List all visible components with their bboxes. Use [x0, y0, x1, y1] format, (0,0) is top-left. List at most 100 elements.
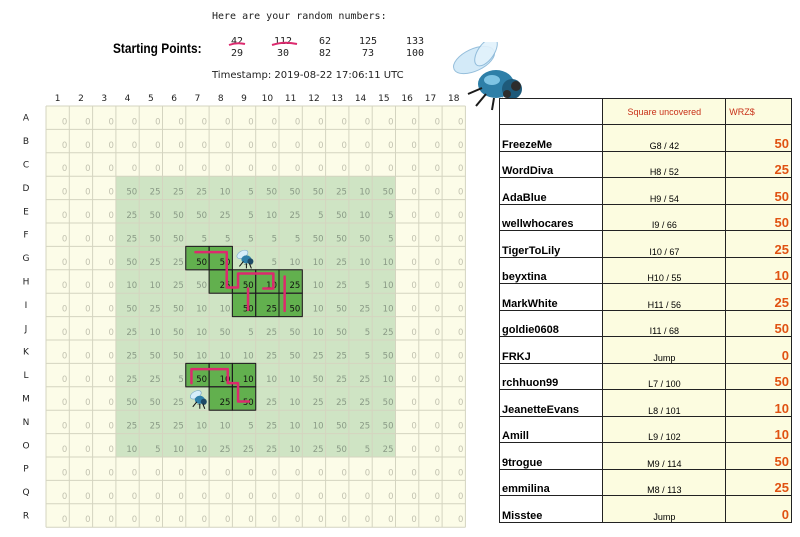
cell-value: 0: [225, 164, 230, 174]
cell-value: 0: [435, 211, 440, 221]
cell-value: 50: [196, 281, 207, 291]
starting-points-label: Starting Points:: [113, 40, 202, 56]
cell-value: 25: [173, 258, 184, 268]
results-row: FreezeMe G8 / 42 50: [498, 124, 792, 152]
cell-value: 50: [173, 211, 184, 221]
cell-value: 0: [365, 117, 370, 127]
uncovered-outline: [231, 386, 257, 411]
cell-value: 0: [435, 117, 440, 127]
cell-value: 0: [458, 164, 463, 174]
cell-value: 0: [85, 164, 90, 174]
random-number: 125: [359, 36, 378, 47]
cell-value: 0: [435, 422, 440, 432]
cell-value: 50: [150, 351, 161, 361]
cell-value: 0: [108, 351, 113, 361]
random-number: 29: [231, 48, 244, 59]
random-number: 42: [231, 36, 244, 47]
cell-value: 10: [313, 281, 324, 291]
cell-value: 50: [289, 188, 300, 198]
cell-value: 25: [220, 445, 231, 455]
cell-value: 0: [272, 492, 277, 502]
cell-value: 50: [383, 422, 394, 432]
amount-won: 10: [725, 389, 792, 417]
player-name: 9trogue: [498, 442, 604, 470]
cell-value: 50: [150, 211, 161, 221]
cell-value: 0: [435, 234, 440, 244]
results-row: Misstee Jump 0: [498, 495, 792, 523]
cell-value: 25: [336, 398, 347, 408]
cell-value: 0: [318, 515, 323, 525]
random-number: 133: [406, 36, 425, 47]
cell-value: 10: [220, 375, 231, 385]
cell-value: 0: [365, 468, 370, 478]
square-uncovered: L7 / 100: [602, 362, 727, 390]
cell-value: 25: [126, 422, 137, 432]
cell-value: 0: [202, 515, 207, 525]
cell-value: 0: [411, 305, 416, 315]
cell-value: 25: [359, 305, 370, 315]
cell-value: 0: [435, 468, 440, 478]
cell-value: 0: [62, 281, 67, 291]
cell-value: 0: [272, 164, 277, 174]
cell-value: 50: [313, 234, 324, 244]
cell-value: 50: [313, 188, 324, 198]
cell-value: 50: [220, 258, 231, 268]
cell-value: 0: [295, 164, 300, 174]
cell-value: 50: [126, 258, 137, 268]
cell-value: 10: [196, 445, 207, 455]
cell-value: 25: [220, 281, 231, 291]
cell-value: 10: [243, 351, 254, 361]
amount-won: 50: [725, 309, 792, 337]
results-header-row: Square uncovered WRZ$: [498, 98, 792, 125]
cell-value: 10: [220, 422, 231, 432]
cell-value: 0: [85, 328, 90, 338]
cell-value: 50: [150, 234, 161, 244]
cell-value: 0: [132, 515, 137, 525]
random-number: 112: [274, 36, 293, 47]
cell-value: 0: [248, 117, 253, 127]
cell-value: 0: [202, 117, 207, 127]
cell-value: 0: [202, 164, 207, 174]
cell-value: 25: [359, 375, 370, 385]
cell-value: 0: [248, 164, 253, 174]
cell-value: 10: [266, 375, 277, 385]
cell-value: 0: [458, 351, 463, 361]
cell-value: 50: [336, 422, 347, 432]
square-uncovered: L8 / 101: [602, 389, 727, 417]
cell-value: 0: [435, 375, 440, 385]
cell-value: 50: [196, 211, 207, 221]
cell-value: 10: [126, 281, 137, 291]
cell-value: 0: [341, 141, 346, 151]
cell-value: 0: [108, 305, 113, 315]
cell-value: 0: [388, 515, 393, 525]
cell-value: 10: [220, 351, 231, 361]
random-number: 62: [319, 36, 332, 47]
cell-value: 0: [411, 515, 416, 525]
cell-value: 5: [225, 234, 230, 244]
square-uncovered: I9 / 66: [602, 203, 727, 231]
cell-value: 5: [155, 445, 160, 455]
cell-value: 0: [295, 468, 300, 478]
cell-value: 0: [388, 141, 393, 151]
cell-value: 50: [383, 351, 394, 361]
cell-value: 0: [225, 468, 230, 478]
row-header: E: [23, 207, 29, 217]
cell-value: 10: [383, 281, 394, 291]
cell-value: 25: [383, 328, 394, 338]
player-name: AdaBlue: [498, 177, 604, 205]
amount-won: 10: [725, 415, 792, 443]
cell-value: 10: [289, 422, 300, 432]
row-header: P: [23, 465, 29, 475]
cell-value: 0: [365, 515, 370, 525]
cell-value: 50: [196, 375, 207, 385]
cell-value: 25: [126, 234, 137, 244]
cell-value: 50: [289, 328, 300, 338]
cell-value: 25: [336, 188, 347, 198]
cell-value: 0: [458, 258, 463, 268]
cell-value: 0: [341, 164, 346, 174]
cell-value: 0: [132, 492, 137, 502]
cell-value: 0: [85, 305, 90, 315]
cell-value: 0: [411, 281, 416, 291]
cell-value: 0: [435, 305, 440, 315]
cell-value: 0: [108, 164, 113, 174]
